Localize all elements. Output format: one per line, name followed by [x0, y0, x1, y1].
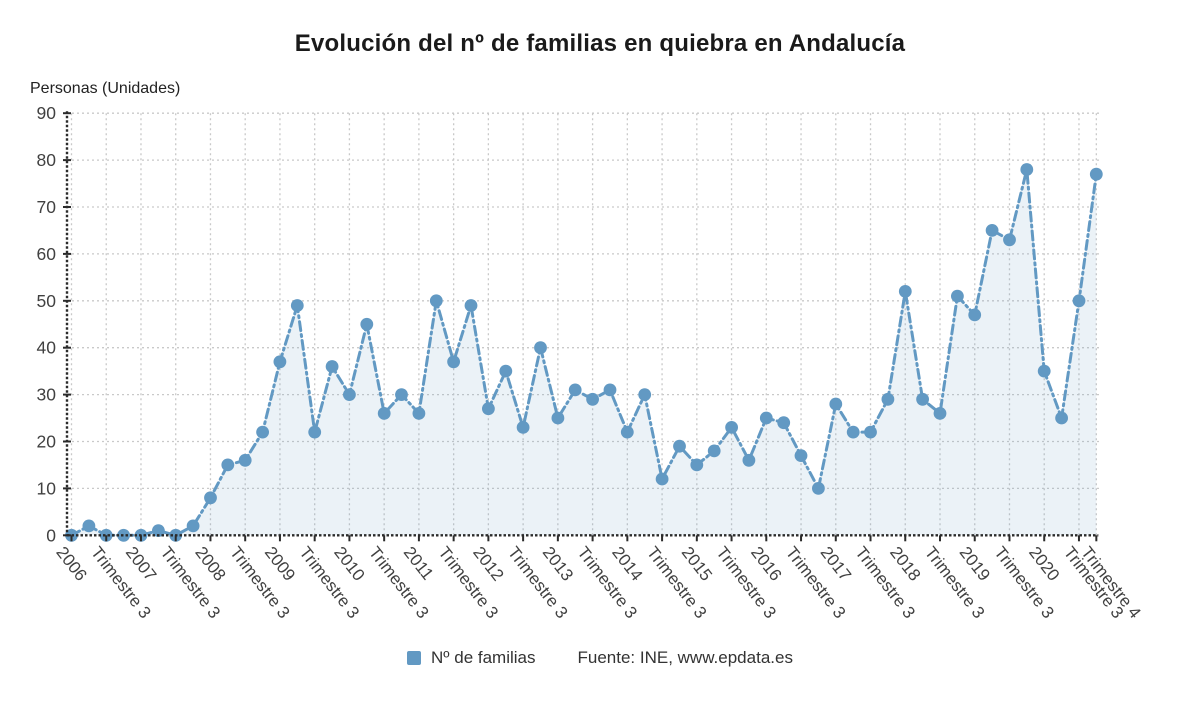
source-text: Fuente: INE, www.epdata.es	[577, 648, 793, 667]
data-point	[690, 458, 704, 472]
data-point	[395, 388, 408, 401]
data-point	[655, 472, 669, 486]
data-point	[290, 299, 304, 312]
y-tick-label: 70	[37, 197, 57, 217]
data-point	[794, 449, 808, 462]
data-point	[1089, 167, 1103, 181]
data-point	[308, 425, 322, 439]
data-point	[638, 388, 652, 401]
data-point	[1003, 233, 1016, 247]
y-tick-label: 90	[37, 103, 57, 123]
data-point	[725, 421, 738, 434]
data-point	[620, 425, 634, 439]
data-point	[82, 519, 96, 533]
data-point	[516, 421, 530, 434]
data-point	[343, 388, 356, 401]
data-point	[951, 289, 964, 303]
x-tick-label: 2006	[52, 543, 90, 585]
x-gridlines	[70, 113, 1097, 536]
legend-swatch	[407, 651, 422, 665]
data-point	[1037, 364, 1051, 378]
data-point	[829, 397, 843, 411]
data-point	[238, 453, 252, 467]
data-point	[377, 407, 391, 420]
data-point	[1020, 163, 1034, 176]
data-point	[916, 392, 929, 406]
area-fill	[71, 169, 1097, 536]
legend-label: Nº de familias	[431, 648, 536, 667]
data-point	[360, 317, 374, 331]
data-point	[186, 519, 200, 533]
data-point	[568, 383, 582, 397]
y-tick-label: 10	[37, 478, 57, 498]
data-point	[273, 355, 287, 369]
data-point	[742, 453, 756, 467]
data-point	[429, 294, 443, 308]
data-point	[985, 224, 999, 237]
data-point	[864, 425, 877, 439]
data-point	[1055, 411, 1068, 425]
data-point	[482, 402, 495, 416]
y-tick-label: 30	[37, 385, 57, 405]
data-point	[534, 341, 547, 355]
y-tick-label: 40	[37, 338, 57, 358]
data-point	[447, 355, 460, 369]
y-tick-labels: 0 10 20 30 40 50 60 70 80 90	[37, 103, 71, 545]
data-point	[325, 360, 339, 373]
y-tick-label: 20	[37, 432, 57, 452]
y-tick-label: 60	[37, 244, 57, 264]
data-points	[65, 163, 1103, 542]
data-point	[412, 407, 426, 420]
data-point	[812, 482, 825, 495]
data-point	[777, 416, 791, 430]
data-point	[256, 425, 269, 439]
data-point	[707, 444, 721, 458]
data-point	[898, 285, 912, 298]
legend-item: Nº de familias	[407, 648, 536, 668]
data-point	[152, 524, 165, 537]
data-point	[881, 392, 895, 406]
y-tick-label: 80	[37, 150, 57, 170]
data-point	[759, 411, 773, 425]
data-point	[673, 439, 686, 453]
chart-title: Evolución del nº de familias en quiebra …	[294, 30, 906, 57]
data-point	[204, 491, 217, 505]
data-point	[464, 299, 478, 312]
data-point	[933, 407, 947, 420]
data-point	[586, 392, 599, 406]
data-point	[221, 458, 235, 472]
y-axis-title: Personas (Unidades)	[30, 80, 181, 97]
data-point	[846, 425, 860, 439]
data-point	[1072, 294, 1086, 308]
data-point	[499, 364, 513, 378]
data-point	[968, 308, 982, 322]
y-tick-label: 0	[46, 525, 56, 545]
data-point	[117, 528, 130, 542]
axes	[65, 111, 1099, 537]
data-point	[603, 383, 617, 397]
data-point	[551, 411, 565, 425]
data-point	[99, 528, 113, 542]
legend-row: Nº de familias Fuente: INE, www.epdata.e…	[0, 648, 1200, 668]
y-tick-label: 50	[37, 291, 57, 311]
